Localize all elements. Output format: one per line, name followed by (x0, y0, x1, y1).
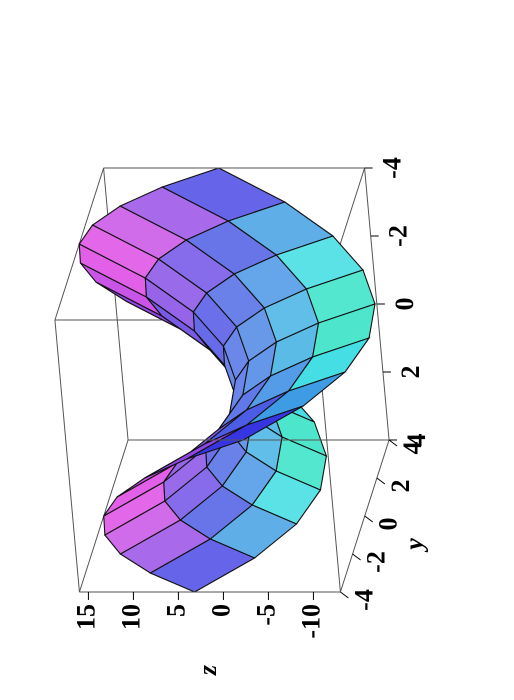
box-edge (103, 167, 129, 441)
plot-area: -4 -2 0 2 4 -4 -2 0 2 4 y -10 -5 0 5 10 15 z (54, 157, 431, 676)
x-tick-label: 2 (396, 366, 425, 379)
y-tick-label: -4 (349, 589, 378, 611)
y-tick (388, 439, 398, 447)
x-tick-label: 0 (390, 298, 419, 311)
z-tick-label: -5 (251, 604, 280, 626)
y-tick-label: 4 (398, 442, 427, 455)
z-tick-label: -10 (296, 604, 325, 639)
y-tick-label: 2 (386, 480, 415, 493)
z-tick-label: 15 (71, 604, 100, 630)
x-tick-label: -2 (384, 225, 413, 247)
z-tick-label: 5 (161, 604, 190, 617)
y-tick (364, 515, 374, 523)
z-tick-label: 0 (206, 604, 235, 617)
x-tick-label: 4 (402, 434, 431, 447)
y-tick (352, 553, 361, 561)
y-axis-label: y (400, 538, 429, 553)
y-tick-label: -2 (362, 551, 391, 573)
x-tick-label: -4 (378, 157, 407, 179)
z-tick-label: 10 (116, 604, 145, 630)
y-tick (340, 591, 349, 599)
y-tick (376, 477, 386, 485)
z-axis-label: z (193, 664, 222, 676)
y-tick-label: 0 (374, 518, 403, 531)
box-edge (54, 319, 80, 593)
